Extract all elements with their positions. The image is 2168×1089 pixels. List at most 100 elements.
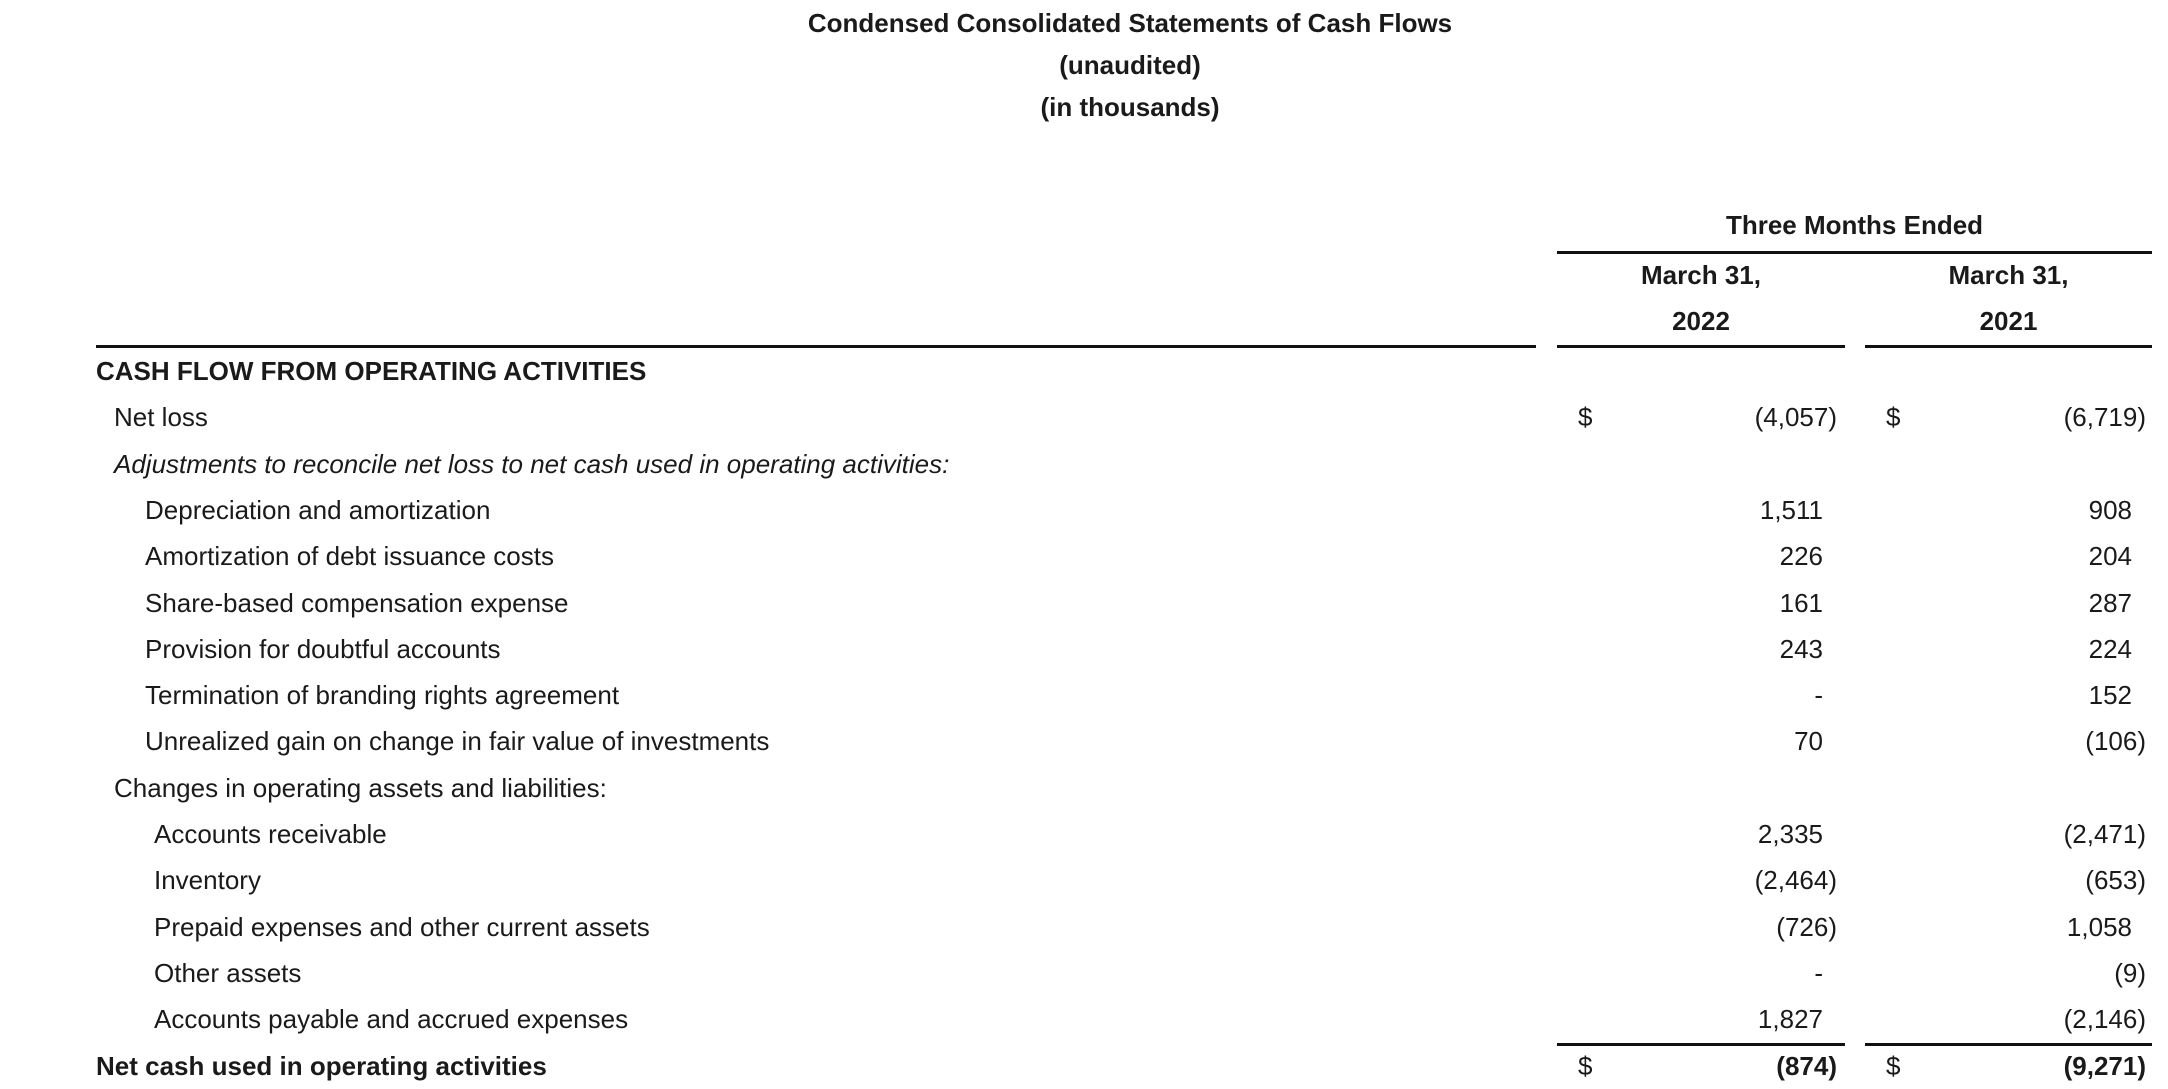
value-2022: 1,511 [1617,487,1837,533]
value-2021: (2,146) [1926,996,2146,1042]
table-row: Accounts receivable 2,335 (2,471) [0,811,2168,857]
row-label: Share-based compensation expense [145,587,569,618]
value-2021-value: (9,271) [2063,1050,2146,1081]
value-2022: - [1617,950,1837,996]
value-2021: (9,271) [1926,1043,2146,1089]
table-row: Share-based compensation expense 161 287 [0,580,2168,626]
table-row: CASH FLOW FROM OPERATING ACTIVITIES [0,348,2168,394]
value-2022-value: 1,511 [1759,494,1823,525]
value-2022-value: 2,335 [1757,819,1823,849]
row-label: Accounts receivable [154,819,387,849]
period-header: Three Months Ended [1725,210,1984,240]
value-2021-value: (2,471) [2063,819,2146,849]
column-2022-rule [1557,345,1845,348]
value-2021-value: (653) [2085,865,2146,896]
value-2021: (2,471) [1926,811,2146,857]
table-row: Amortization of debt issuance costs 226 20… [0,533,2168,579]
row-label: Depreciation and amortization [145,494,491,525]
value-2022-value: 1,827 [1757,1004,1823,1035]
table-row: Provision for doubtful accounts 243 224 [0,626,2168,672]
value-2021-value: (106) [2085,726,2146,757]
value-2021: 1,058 [1926,904,2146,950]
value-2022: 1,827 [1617,996,1837,1042]
table-row: Unrealized gain on change in fair value … [0,718,2168,764]
column-header-2022-year: 2022 [1672,306,1730,336]
row-label: Net cash used in operating activities [96,1050,547,1081]
currency-symbol-2022: $ [1578,1050,1593,1081]
total-rule-2022 [1557,1043,1845,1046]
row-label: Provision for doubtful accounts [145,633,501,664]
table-row: Accounts payable and accrued expenses 1,8… [0,996,2168,1042]
value-2021-value: 908 [2088,494,2132,525]
value-2022: - [1617,672,1837,718]
value-2022: 226 [1617,533,1837,579]
row-label: Inventory [154,865,261,896]
column-header-2022-date: March 31, [1641,260,1761,290]
value-2021-value: (2,146) [2063,1004,2146,1035]
value-2021: (9) [1926,950,2146,996]
value-2022-value: (4,057) [1754,402,1837,433]
row-label: Prepaid expenses and other current asset… [154,911,650,942]
value-2021-value: 152 [2088,680,2132,711]
value-2021-value: 204 [2088,541,2132,572]
value-2022-value: (874) [1776,1050,1837,1081]
column-header-2021-year: 2021 [1979,306,2038,336]
table-row: Other assets - (9) [0,950,2168,996]
value-2021: (106) [1926,718,2146,764]
table-row: Depreciation and amortization 1,511 908 [0,487,2168,533]
row-label: Accounts payable and accrued expenses [154,1004,629,1035]
value-2022-value: 226 [1779,541,1823,572]
value-2022: 2,335 [1617,811,1837,857]
value-2022-value: 161 [1779,587,1823,618]
row-label: Adjustments to reconcile net loss to net… [114,448,950,479]
row-label: Amortization of debt issuance costs [145,541,554,572]
value-2022-value: (726) [1776,911,1837,942]
table-row: Prepaid expenses and other current asset… [0,904,2168,950]
value-2021: (653) [1926,857,2146,903]
table-row: Adjustments to reconcile net loss to net… [0,441,2168,487]
row-label: Changes in operating assets and liabilit… [114,772,607,803]
row-label: Unrealized gain on change in fair value … [145,726,770,757]
column-2021-rule [1865,345,2152,348]
row-label: Other assets [154,957,302,988]
value-2022: (2,464) [1617,857,1837,903]
row-label: Termination of branding rights agreement [145,680,620,711]
column-header-2021-date: March 31, [1948,260,2069,290]
value-2022-value: 243 [1779,633,1823,664]
value-2022-value: - [1814,957,1823,988]
value-2022-value: (2,464) [1754,865,1837,896]
value-2022-value: - [1814,680,1823,711]
table-row: Changes in operating assets and liabilit… [0,765,2168,811]
value-2021: 204 [1926,533,2146,579]
value-2021: 152 [1926,672,2146,718]
row-label: Net loss [114,402,208,433]
value-2021-value: 1,058 [2066,911,2132,942]
total-rule-2021 [1865,1043,2152,1046]
statement-subtitle-units: (in thousands) [1040,92,1220,122]
row-label: CASH FLOW FROM OPERATING ACTIVITIES [96,356,647,386]
value-2021: 908 [1926,487,2146,533]
period-header-rule [1557,251,2152,254]
value-2022: 243 [1617,626,1837,672]
value-2021: (6,719) [1926,394,2146,440]
value-2022: 70 [1617,718,1837,764]
value-2022: 161 [1617,580,1837,626]
value-2021-value: 224 [2088,633,2132,664]
currency-symbol-2021: $ [1886,402,1901,433]
value-2021: 287 [1926,580,2146,626]
table-row: Net loss $ $ (4,057) (6,719) [0,394,2168,440]
table-row: Inventory (2,464) (653) [0,857,2168,903]
statement-subtitle-unaudited: (unaudited) [1059,50,1201,80]
currency-symbol-2022: $ [1578,402,1593,433]
value-2022: (4,057) [1617,394,1837,440]
currency-symbol-2021: $ [1886,1050,1901,1081]
table-row: Termination of branding rights agreement… [0,672,2168,718]
value-2021-value: 287 [2088,587,2132,618]
label-column-rule [96,345,1536,348]
value-2022: (874) [1617,1043,1837,1089]
value-2021-value: (6,719) [2063,402,2146,433]
statement-title: Condensed Consolidated Statements of Cas… [807,8,1453,38]
value-2022-value: 70 [1794,726,1823,757]
value-2022: (726) [1617,904,1837,950]
value-2021-value: (9) [2114,957,2146,988]
